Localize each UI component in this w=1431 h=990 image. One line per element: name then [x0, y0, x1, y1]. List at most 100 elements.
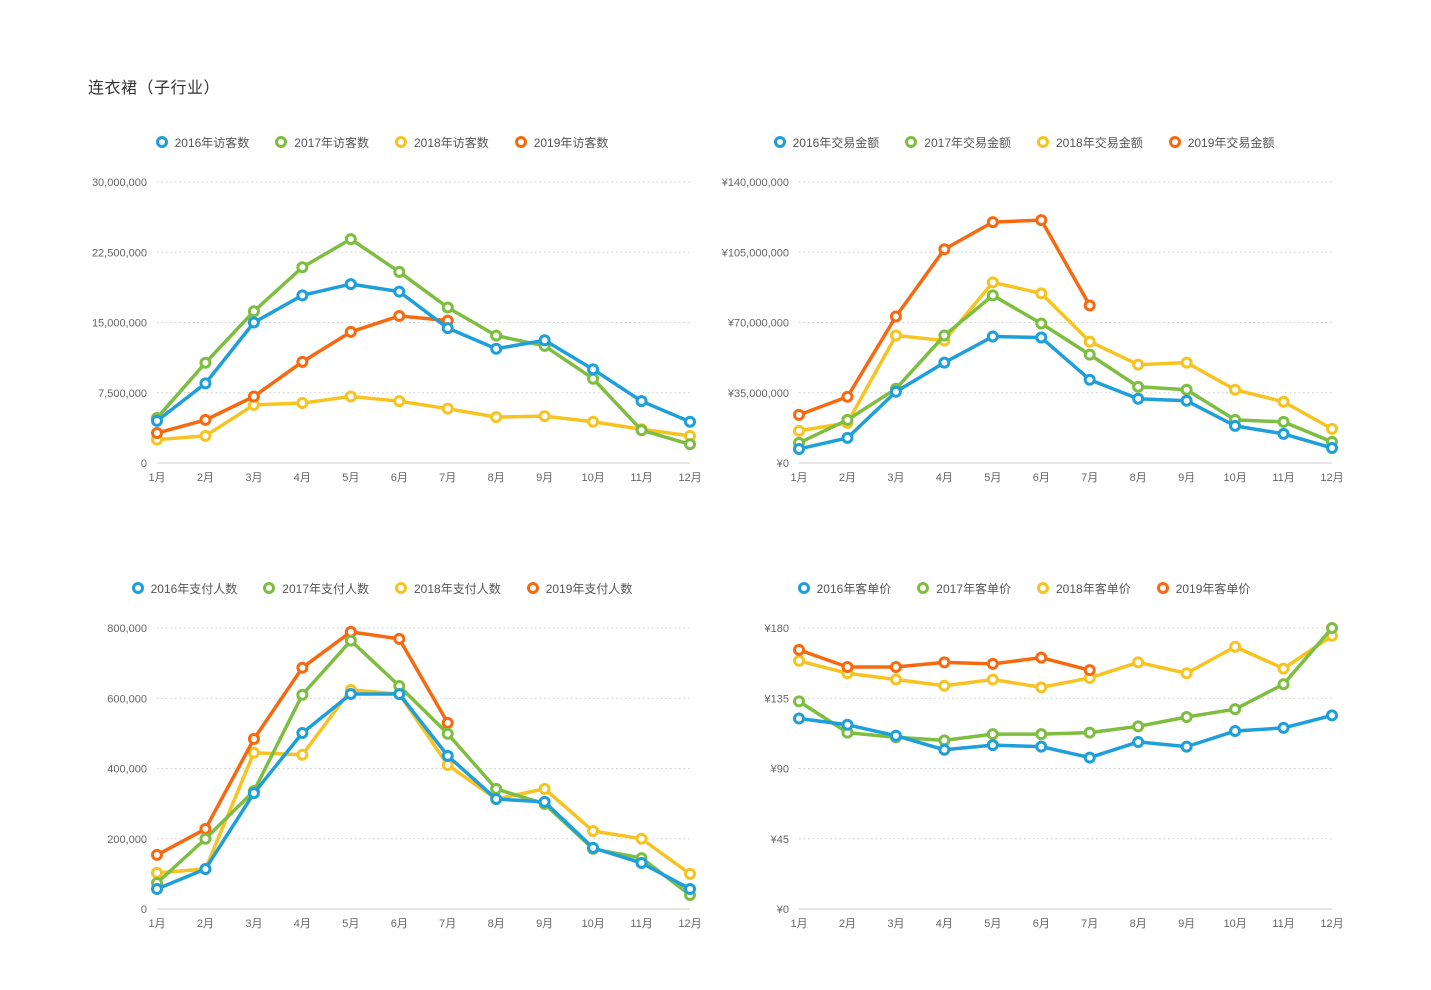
- data-point-2017年交易金额-7月[interactable]: [1083, 348, 1096, 361]
- data-point-2018年交易金额-1月[interactable]: [793, 424, 805, 437]
- data-point-2019年访客数-6月[interactable]: [393, 309, 406, 322]
- data-point-2016年交易金额-6月[interactable]: [1035, 331, 1048, 344]
- data-point-2017年访客数-6月[interactable]: [393, 265, 406, 278]
- data-point-2018年支付人数-4月[interactable]: [296, 748, 309, 761]
- data-point-2017年客单价-10月[interactable]: [1229, 703, 1242, 716]
- data-point-2018年客单价-11月[interactable]: [1277, 662, 1290, 675]
- legend-item-2018年支付人数[interactable]: 2018年支付人数: [395, 580, 501, 597]
- data-point-2019年访客数-1月[interactable]: [151, 427, 163, 440]
- data-point-2017年客单价-1月[interactable]: [793, 695, 805, 708]
- data-point-2016年访客数-1月[interactable]: [151, 414, 163, 427]
- data-point-2016年支付人数-5月[interactable]: [344, 688, 357, 701]
- data-point-2018年访客数-10月[interactable]: [587, 415, 600, 428]
- data-point-2019年客单价-7月[interactable]: [1083, 664, 1096, 677]
- data-point-2016年客单价-12月[interactable]: [1326, 709, 1338, 722]
- data-point-2017年客单价-8月[interactable]: [1132, 720, 1145, 733]
- data-point-2016年交易金额-10月[interactable]: [1229, 419, 1242, 432]
- data-point-2017年客单价-7月[interactable]: [1083, 726, 1096, 739]
- legend-item-2018年交易金额[interactable]: 2018年交易金额: [1037, 134, 1143, 151]
- legend-item-2017年访客数[interactable]: 2017年访客数: [275, 134, 369, 151]
- data-point-2017年客单价-9月[interactable]: [1180, 710, 1193, 723]
- data-point-2018年交易金额-3月[interactable]: [889, 329, 902, 342]
- data-point-2016年交易金额-4月[interactable]: [938, 356, 951, 369]
- data-point-2016年访客数-12月[interactable]: [684, 415, 696, 428]
- data-point-2017年支付人数-7月[interactable]: [441, 727, 454, 740]
- data-point-2016年交易金额-5月[interactable]: [986, 330, 999, 343]
- data-point-2019年支付人数-7月[interactable]: [441, 716, 454, 729]
- data-point-2017年访客数-2月[interactable]: [199, 356, 212, 369]
- data-point-2018年客单价-10月[interactable]: [1229, 640, 1242, 653]
- data-point-2018年交易金额-7月[interactable]: [1083, 335, 1096, 348]
- data-point-2016年交易金额-3月[interactable]: [889, 385, 902, 398]
- data-point-2018年交易金额-9月[interactable]: [1180, 356, 1193, 369]
- data-point-2016年客单价-10月[interactable]: [1229, 725, 1242, 738]
- data-point-2019年客单价-6月[interactable]: [1035, 651, 1048, 664]
- data-point-2017年客单价-11月[interactable]: [1277, 678, 1290, 691]
- data-point-2018年客单价-5月[interactable]: [986, 673, 999, 686]
- data-point-2019年客单价-1月[interactable]: [793, 643, 805, 656]
- data-point-2017年交易金额-2月[interactable]: [841, 413, 854, 426]
- data-point-2017年支付人数-5月[interactable]: [344, 634, 357, 647]
- data-point-2017年访客数-5月[interactable]: [344, 233, 357, 246]
- data-point-2017年交易金额-9月[interactable]: [1180, 383, 1193, 396]
- data-point-2016年交易金额-1月[interactable]: [793, 442, 805, 455]
- data-point-2018年支付人数-3月[interactable]: [247, 746, 260, 759]
- data-point-2016年交易金额-12月[interactable]: [1326, 441, 1338, 454]
- data-point-2017年访客数-10月[interactable]: [587, 372, 600, 385]
- data-point-2016年客单价-4月[interactable]: [938, 743, 951, 756]
- data-point-2019年支付人数-1月[interactable]: [151, 848, 163, 861]
- data-point-2019年客单价-2月[interactable]: [841, 661, 854, 674]
- data-point-2019年支付人数-3月[interactable]: [247, 732, 260, 745]
- data-point-2019年访客数-3月[interactable]: [247, 390, 260, 403]
- data-point-2019年交易金额-7月[interactable]: [1083, 299, 1096, 312]
- data-point-2019年访客数-4月[interactable]: [296, 355, 309, 368]
- data-point-2016年支付人数-11月[interactable]: [635, 856, 648, 869]
- data-point-2016年访客数-11月[interactable]: [635, 395, 648, 408]
- data-point-2018年客单价-4月[interactable]: [938, 679, 951, 692]
- data-point-2018年访客数-9月[interactable]: [538, 410, 551, 423]
- data-point-2016年客单价-1月[interactable]: [793, 712, 805, 725]
- data-point-2019年客单价-4月[interactable]: [938, 656, 951, 669]
- data-point-2016年客单价-3月[interactable]: [889, 729, 902, 742]
- legend-item-2016年客单价[interactable]: 2016年客单价: [797, 580, 891, 597]
- data-point-2016年支付人数-10月[interactable]: [587, 841, 600, 854]
- data-point-2018年访客数-7月[interactable]: [441, 402, 454, 415]
- data-point-2018年支付人数-12月[interactable]: [684, 867, 696, 880]
- data-point-2017年客单价-12月[interactable]: [1326, 622, 1338, 634]
- data-point-2016年支付人数-1月[interactable]: [151, 882, 163, 895]
- data-point-2019年支付人数-2月[interactable]: [199, 822, 212, 835]
- data-point-2017年交易金额-6月[interactable]: [1035, 317, 1048, 330]
- data-point-2017年交易金额-4月[interactable]: [938, 329, 951, 342]
- data-point-2018年交易金额-5月[interactable]: [986, 276, 999, 289]
- data-point-2016年客单价-11月[interactable]: [1277, 721, 1290, 734]
- data-point-2018年访客数-8月[interactable]: [490, 411, 503, 424]
- data-point-2019年交易金额-2月[interactable]: [841, 390, 854, 403]
- data-point-2019年交易金额-1月[interactable]: [793, 408, 805, 421]
- data-point-2016年支付人数-3月[interactable]: [247, 787, 260, 800]
- data-point-2018年支付人数-9月[interactable]: [538, 782, 551, 795]
- data-point-2019年客单价-5月[interactable]: [986, 657, 999, 670]
- data-point-2017年访客数-7月[interactable]: [441, 301, 454, 314]
- data-point-2016年客单价-8月[interactable]: [1132, 735, 1145, 748]
- data-point-2016年客单价-5月[interactable]: [986, 739, 999, 752]
- legend-item-2017年交易金额[interactable]: 2017年交易金额: [905, 134, 1011, 151]
- data-point-2018年交易金额-11月[interactable]: [1277, 395, 1290, 408]
- data-point-2016年交易金额-2月[interactable]: [841, 431, 854, 444]
- data-point-2017年支付人数-2月[interactable]: [199, 832, 212, 845]
- data-point-2016年交易金额-11月[interactable]: [1277, 427, 1290, 440]
- legend-item-2019年交易金额[interactable]: 2019年交易金额: [1168, 134, 1274, 151]
- data-point-2019年客单价-3月[interactable]: [889, 661, 902, 674]
- data-point-2017年访客数-12月[interactable]: [684, 438, 696, 451]
- data-point-2019年支付人数-6月[interactable]: [393, 632, 406, 645]
- data-point-2018年支付人数-1月[interactable]: [151, 866, 163, 879]
- data-point-2018年交易金额-12月[interactable]: [1326, 422, 1338, 435]
- data-point-2018年访客数-4月[interactable]: [296, 397, 309, 410]
- data-point-2016年支付人数-9月[interactable]: [538, 795, 551, 808]
- data-point-2016年交易金额-9月[interactable]: [1180, 394, 1193, 407]
- data-point-2017年交易金额-11月[interactable]: [1277, 415, 1290, 428]
- data-point-2016年访客数-10月[interactable]: [587, 363, 600, 376]
- data-point-2016年支付人数-12月[interactable]: [684, 882, 696, 895]
- data-point-2018年客单价-3月[interactable]: [889, 673, 902, 686]
- data-point-2016年访客数-5月[interactable]: [344, 278, 357, 291]
- legend-item-2016年交易金额[interactable]: 2016年交易金额: [773, 134, 879, 151]
